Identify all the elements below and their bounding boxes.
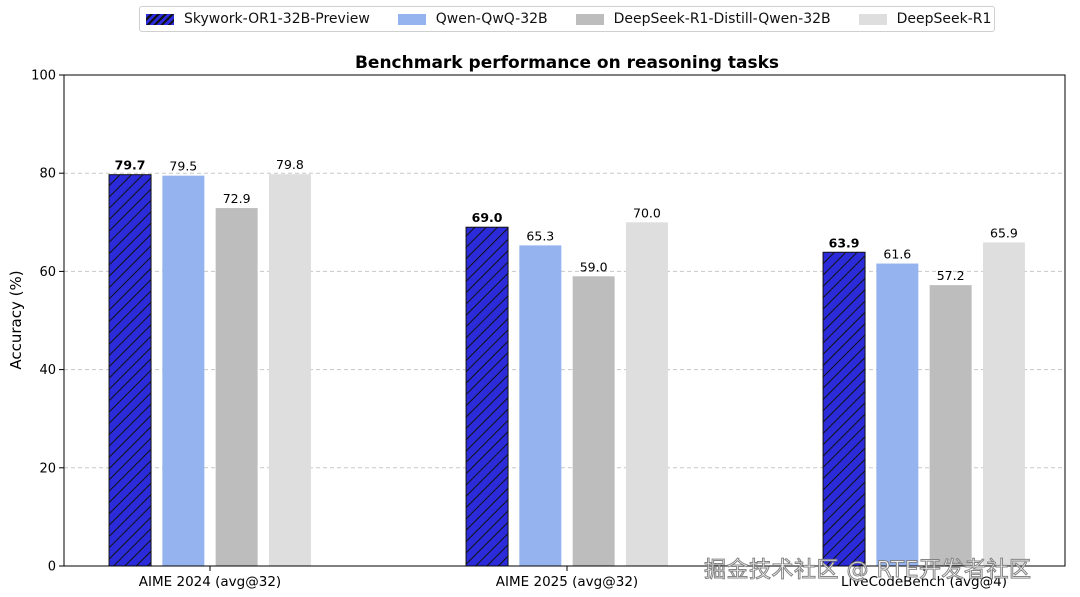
legend-label: DeepSeek-R1 xyxy=(896,11,992,27)
x-tick-label: LiveCodeBench (avg@4) xyxy=(841,574,1007,590)
y-tick-label: 40 xyxy=(39,363,56,378)
bar-value-label: 65.9 xyxy=(990,225,1018,240)
legend-item-qwq: Qwen-QwQ-32B xyxy=(397,11,548,27)
plot-frame xyxy=(63,74,1066,567)
bars xyxy=(108,174,1025,567)
bar-value-label: 69.0 xyxy=(472,210,503,225)
bar-value-label: 79.7 xyxy=(115,158,146,173)
bar-value-label: 72.9 xyxy=(223,191,251,206)
bar-value-label: 79.8 xyxy=(276,157,304,172)
chart-title: Benchmark performance on reasoning tasks xyxy=(355,53,779,73)
legend-item-r1: DeepSeek-R1 xyxy=(858,11,992,27)
legend-swatch xyxy=(146,13,174,25)
bar xyxy=(572,276,615,566)
bar xyxy=(465,226,509,567)
bar-value-label: 59.0 xyxy=(580,259,608,274)
legend-label: DeepSeek-R1-Distill-Qwen-32B xyxy=(613,11,831,27)
bar-value-label: 63.9 xyxy=(829,235,860,250)
bar xyxy=(215,208,258,566)
watermark: 掘金技术社区 @ RTE开发者社区 xyxy=(704,558,1032,584)
bar xyxy=(268,174,311,566)
bar xyxy=(982,242,1025,566)
bar-value-label: 65.3 xyxy=(526,228,554,243)
axes: 0 20 40 60 80 100 AIME 2024 (avg@32) AIME 2025 … xyxy=(31,69,1007,591)
legend-label: Skywork-OR1-32B-Preview xyxy=(184,11,370,27)
y-tick-label: 60 xyxy=(39,265,56,280)
bar-value-label: 79.5 xyxy=(169,159,197,174)
y-tick-label: 80 xyxy=(39,167,56,182)
bar-value-label: 57.2 xyxy=(937,268,965,283)
bar xyxy=(929,285,972,566)
x-tick-label: AIME 2024 (avg@32) xyxy=(139,574,281,590)
bar-value-labels: 79.7 79.5 72.9 79.8 69.0 65.3 59.0 70.0 63.9 61.6… xyxy=(115,157,1018,283)
bar-value-label: 70.0 xyxy=(633,205,661,220)
bar xyxy=(108,174,152,567)
y-tick-label: 100 xyxy=(31,69,56,84)
legend-item-skywork: Skywork-OR1-32B-Preview xyxy=(146,11,370,27)
legend: Skywork-OR1-32B-Preview Qwen-QwQ-32B Dee… xyxy=(139,6,995,32)
legend-swatch xyxy=(858,13,887,25)
bar xyxy=(519,245,562,566)
bar xyxy=(162,175,205,566)
legend-label: Qwen-QwQ-32B xyxy=(435,11,548,27)
y-tick-label: 0 xyxy=(48,560,56,575)
legend-item-distill: DeepSeek-R1-Distill-Qwen-32B xyxy=(575,11,831,27)
bar-value-label: 61.6 xyxy=(883,247,911,262)
bar xyxy=(822,251,866,567)
legend-swatch xyxy=(397,13,426,25)
legend-swatch xyxy=(575,13,604,25)
bar xyxy=(876,263,919,566)
y-tick-label: 20 xyxy=(39,461,56,476)
x-tick-label: AIME 2025 (avg@32) xyxy=(496,574,638,590)
bar xyxy=(625,222,668,567)
y-axis-label: Accuracy (%) xyxy=(7,270,25,369)
